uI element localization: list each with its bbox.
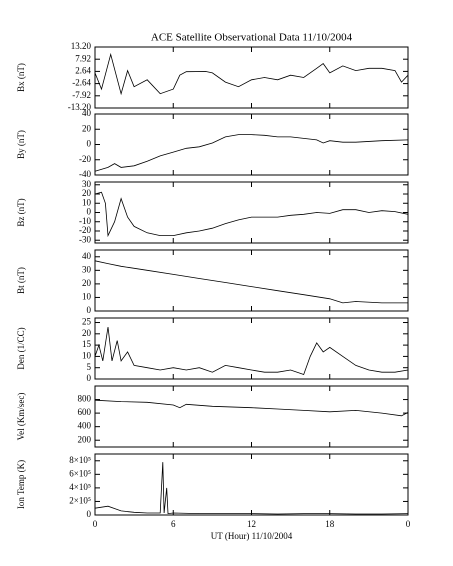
y-tick-label: -30 [79,234,91,244]
x-tick-label: 12 [247,519,256,529]
y-tick-label: 0 [87,305,92,315]
data-line [94,52,409,96]
y-tick-label: 25 [82,317,92,327]
data-line [94,326,409,376]
y-tick-label: 15 [82,339,92,349]
y-tick-label: 40 [82,251,92,261]
y-tick-label: 10 [82,292,92,302]
y-tick-label: -20 [79,154,91,164]
x-tick-label: 0 [93,519,98,529]
y-axis-label: Vel (Km/sec) [16,393,26,441]
data-line [94,260,408,304]
y-axis-label: Bt (nT) [16,267,26,294]
y-tick-label: 6×10⁵ [69,468,91,478]
y-axis-label: Ion Temp (K) [16,460,26,509]
y-tick-label: 20 [82,188,92,198]
y-tick-label: 4×10⁵ [69,482,91,492]
x-tick-label: 0 [406,519,411,529]
y-tick-label: 2×10⁵ [69,496,91,506]
y-tick-label: 800 [78,394,92,404]
x-axis-label: UT (Hour) 11/10/2004 [211,531,293,541]
y-tick-label: 0 [87,207,92,217]
panel-frame [94,113,409,176]
y-axis-label: By (nT) [16,130,26,159]
chart-title: ACE Satellite Observational Data 11/10/2… [151,32,353,44]
y-tick-label: 7.92 [75,53,91,63]
data-line [94,191,409,238]
y-tick-label: -10 [79,216,91,226]
x-tick-label: 18 [325,519,335,529]
y-tick-label: 10 [82,197,92,207]
panel-frame [94,453,409,516]
y-tick-label: 30 [82,179,92,189]
y-tick-label: 8×10⁵ [69,455,91,465]
data-line [94,134,409,172]
y-tick-label: 0 [87,139,92,149]
panel-frame [94,181,409,244]
data-line [94,399,409,417]
y-tick-label: 0 [87,509,92,519]
y-tick-label: -13.20 [68,102,92,112]
y-axis-label: Bz (nT) [16,198,26,226]
y-tick-label: 13.20 [71,41,92,51]
y-tick-label: -20 [79,225,91,235]
y-tick-label: 400 [78,421,92,431]
y-tick-label: 30 [82,264,92,274]
y-tick-label: 20 [82,328,92,338]
y-axis-label: Bx (nT) [16,63,26,92]
y-tick-label: 10 [82,350,92,360]
y-tick-label: -2.64 [72,78,91,88]
y-tick-label: 0 [87,373,92,383]
y-tick-label: 20 [82,123,92,133]
y-tick-label: 20 [82,278,92,288]
panel-frame [94,385,409,448]
y-tick-label: 40 [82,108,92,118]
y-tick-label: 200 [78,434,92,444]
y-tick-label: 600 [78,407,92,417]
y-tick-label: -40 [79,169,91,179]
y-tick-label: 2.64 [75,65,91,75]
x-tick-label: 6 [171,519,176,529]
data-line [94,462,409,515]
y-axis-label: Den (1/CC) [16,327,26,369]
y-tick-label: -7.92 [72,90,91,100]
panel-frame [94,46,409,109]
y-tick-label: 5 [87,362,92,372]
